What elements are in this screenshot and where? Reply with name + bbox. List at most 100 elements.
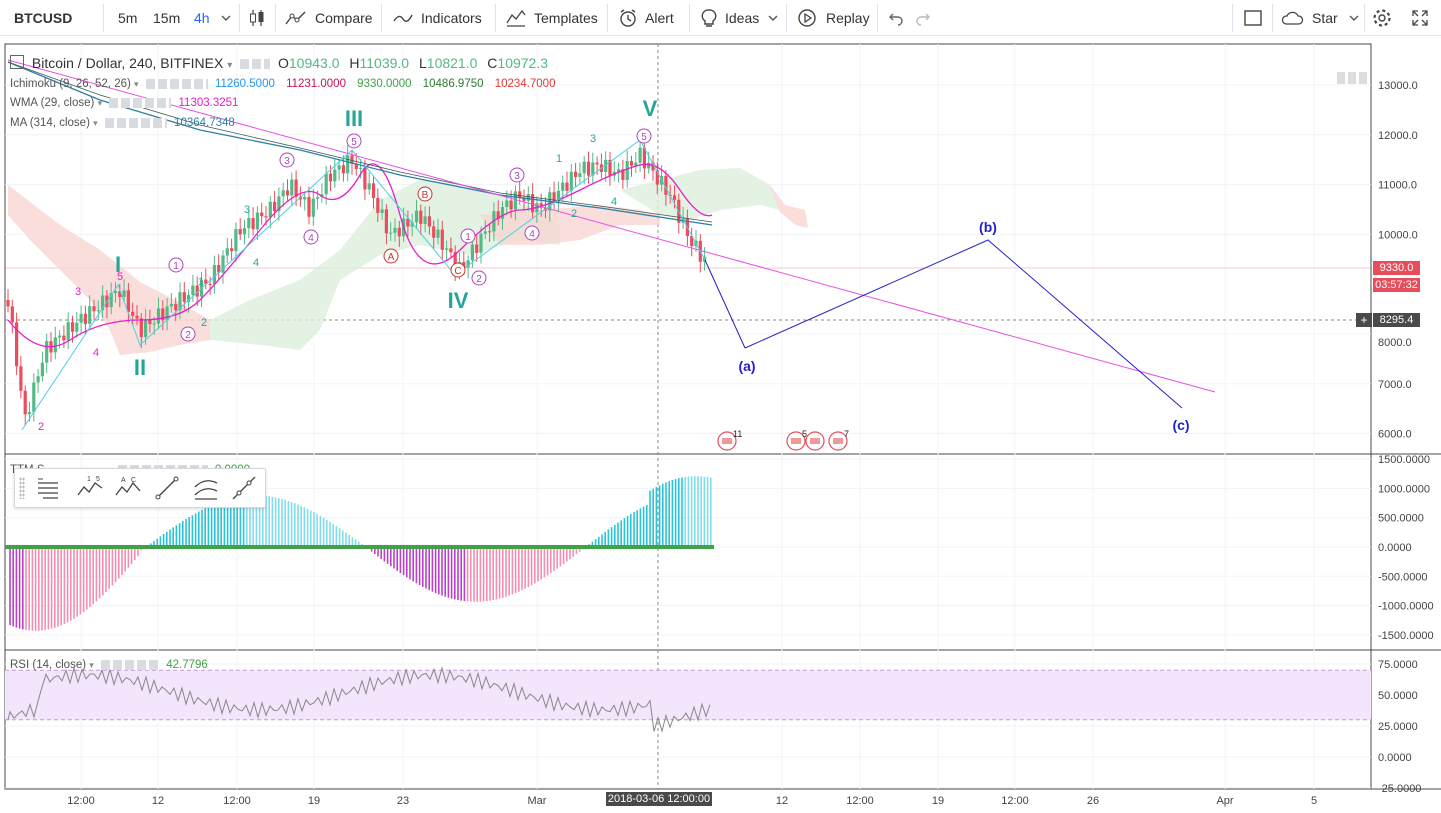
candle-body <box>294 179 298 197</box>
rsi-legend[interactable]: RSI (14, close) ▾ 42.7796 <box>10 659 208 671</box>
trend-line-icon[interactable] <box>152 473 182 503</box>
candle-body <box>440 229 444 250</box>
wave-marker <box>460 228 476 244</box>
candle-body <box>19 366 23 391</box>
undo-icon[interactable] <box>887 0 905 36</box>
ttm-tick-label: -500.0000 <box>1378 571 1428 583</box>
candle-body <box>311 198 315 217</box>
wave-marker <box>524 225 540 241</box>
subwave-label: 3 <box>75 286 81 298</box>
expand-icon[interactable] <box>1410 0 1430 36</box>
candle-body <box>453 252 457 271</box>
flag-stripes-icon <box>810 438 820 444</box>
ray-icon[interactable] <box>229 473 259 503</box>
candle-body <box>316 197 320 199</box>
redo-icon[interactable] <box>914 0 932 36</box>
indicator-buttons[interactable] <box>101 659 159 670</box>
ichimoku-legend[interactable]: Ichimoku (9, 26, 52, 26) ▾ 11260.5000 11… <box>10 78 555 90</box>
indicator-buttons[interactable] <box>109 97 172 108</box>
main-legend: Bitcoin / Dollar, 240, BITFINEX ▾ O10943… <box>10 55 548 71</box>
toolbar-divider <box>689 4 690 32</box>
interval-5m[interactable]: 5m <box>118 10 138 26</box>
pane-controls[interactable] <box>1337 72 1367 84</box>
time-tick-label: 5 <box>1311 795 1317 807</box>
wma-legend[interactable]: WMA (29, close) ▾ 11303.3251 <box>10 97 238 109</box>
candle-body <box>363 167 367 190</box>
chevron-down-icon[interactable]: ▾ <box>97 98 103 108</box>
candle-body <box>15 322 19 367</box>
candle-body <box>285 190 290 196</box>
candle-body <box>148 319 152 324</box>
toolbar-divider <box>103 4 104 32</box>
candle-body <box>445 248 449 250</box>
ma-legend[interactable]: MA (314, close) ▾ 10364.7348 <box>10 117 235 129</box>
toolbar-divider <box>239 4 240 32</box>
wave-marker-label: 5 <box>641 132 647 143</box>
toolbar-divider <box>1272 4 1273 32</box>
candle-body <box>255 212 259 230</box>
candle-body <box>230 248 234 252</box>
indicator-buttons[interactable] <box>104 117 167 128</box>
wave-marker <box>471 270 487 286</box>
chevron-down-icon[interactable]: ▾ <box>134 79 139 89</box>
candle-body <box>565 182 569 191</box>
wave-label-abc: (a) <box>738 358 755 374</box>
candle-body <box>96 310 100 312</box>
candle-body <box>70 322 75 332</box>
settings-gear-icon[interactable] <box>1371 0 1393 36</box>
candle-body <box>161 308 165 321</box>
candle-body <box>406 218 410 227</box>
chevron-down-icon[interactable]: ▾ <box>89 660 94 670</box>
interval-15m[interactable]: 15m <box>153 10 181 26</box>
wave-marker <box>509 167 525 183</box>
toolbar-divider <box>495 4 496 32</box>
ideas-button[interactable]: Ideas <box>699 0 779 36</box>
wave-label-abc: (b) <box>979 219 997 235</box>
subwave-label: 2 <box>201 317 207 329</box>
replay-button[interactable]: Replay <box>796 0 870 36</box>
alert-button[interactable]: Alert <box>617 0 674 36</box>
compare-button[interactable]: Compare <box>283 0 373 36</box>
candle-body <box>10 306 14 323</box>
chevron-down-icon[interactable]: ▾ <box>93 118 98 128</box>
candle-body <box>354 163 358 169</box>
cloud-red-zone <box>770 185 808 228</box>
candle-body <box>40 362 44 377</box>
channel-icon[interactable] <box>191 473 221 503</box>
open-label: O <box>278 55 289 71</box>
chart-type-candles-icon[interactable] <box>246 0 268 36</box>
candle-body <box>195 285 199 297</box>
star-label: Star <box>1312 10 1338 26</box>
candle-body <box>268 201 272 218</box>
candle-body <box>427 216 431 227</box>
candle-body <box>58 335 62 338</box>
line-style-icon[interactable] <box>33 473 63 503</box>
interval-4h[interactable]: 4h <box>194 10 210 26</box>
candle-body <box>488 231 492 233</box>
fullscreen-square-icon[interactable] <box>1242 0 1264 36</box>
star-button[interactable]: Star <box>1280 0 1360 36</box>
candle-body <box>410 222 414 227</box>
collapse-legend-icon[interactable] <box>10 55 24 69</box>
add-plus-icon[interactable]: + <box>1356 313 1372 327</box>
candle-body <box>92 306 96 312</box>
indicator-buttons[interactable] <box>145 78 208 89</box>
drag-handle-icon[interactable] <box>19 477 25 499</box>
candle-body <box>208 283 212 285</box>
price-tick-label: 11000.0 <box>1378 180 1417 192</box>
candle-body <box>53 337 57 353</box>
indicators-button[interactable]: Indicators <box>391 0 482 36</box>
candle-body <box>449 248 453 253</box>
legend-buttons[interactable] <box>240 59 271 70</box>
symbol-search[interactable]: BTCUSD <box>14 10 73 26</box>
interval-dropdown-icon[interactable] <box>220 0 232 36</box>
price-tick-label: 12000.0 <box>1378 130 1418 142</box>
ttm-tick-label: -1500.0000 <box>1378 630 1434 642</box>
chevron-down-icon[interactable]: ▾ <box>227 60 233 71</box>
toolbar-divider <box>381 4 382 32</box>
rsi-value: 42.7796 <box>166 659 208 671</box>
templates-button[interactable]: Templates <box>504 0 598 36</box>
